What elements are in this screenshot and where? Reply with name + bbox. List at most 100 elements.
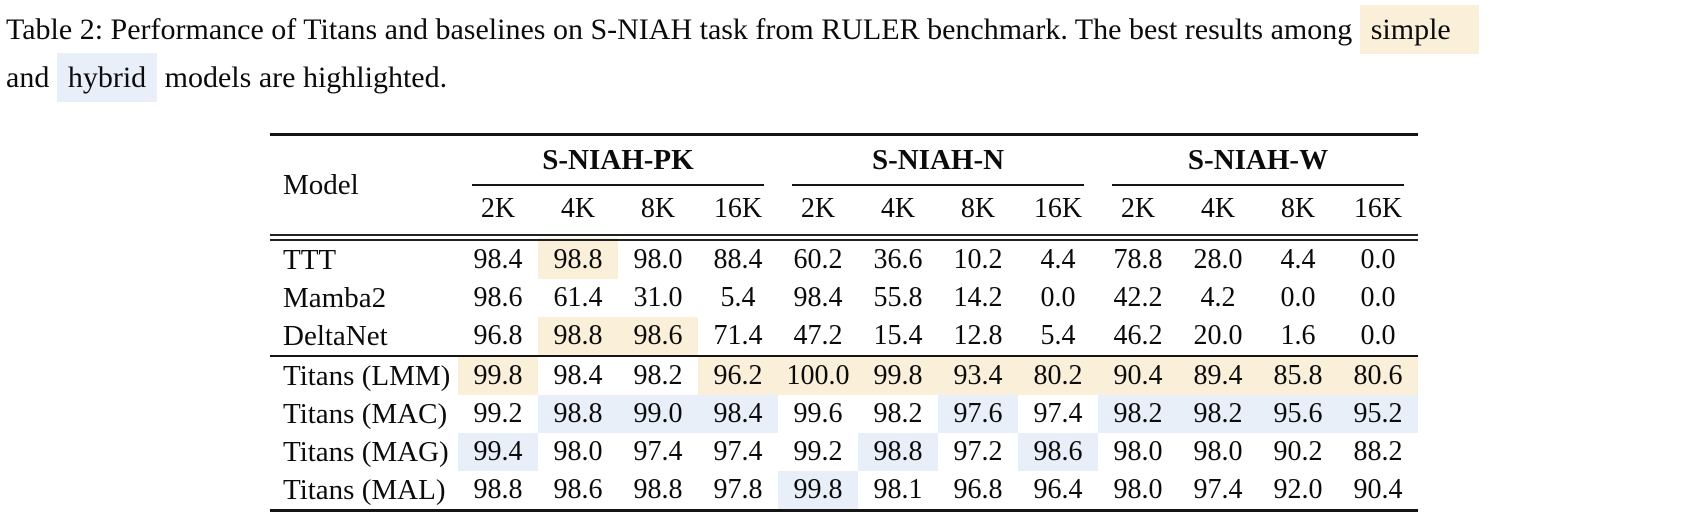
col-header-pk-2k: 2K — [480, 193, 516, 224]
value-cell: 47.2 — [793, 320, 843, 351]
value-cell: 98.4 — [473, 244, 523, 275]
value-cell: 98.4 — [793, 282, 843, 313]
value-cell: 98.1 — [873, 474, 923, 505]
model-column-header: Model — [283, 168, 359, 201]
col-header-pk-8k: 8K — [640, 193, 676, 224]
group-underline-w: S-NIAH-W — [1112, 136, 1404, 186]
value-cell: 98.0 — [1113, 474, 1163, 505]
value-cell: 88.4 — [713, 244, 763, 275]
value-cell: 4.4 — [1040, 244, 1076, 275]
value-cell: 100.0 — [778, 356, 858, 395]
value-cell: 98.0 — [1113, 436, 1163, 467]
hybrid-highlight-word: hybrid — [56, 53, 158, 102]
value-cell: 4.2 — [1200, 282, 1236, 313]
value-cell: 96.8 — [953, 474, 1003, 505]
value-cell: 99.2 — [473, 398, 523, 429]
model-cell: Mamba2 — [283, 281, 387, 314]
section-simple-baselines: TTT 98.4 98.8 98.0 88.4 60.2 36.6 10.2 4.4 78.8 28… — [270, 237, 1418, 356]
group-header-s-niah-n: S-NIAH-N — [778, 135, 1098, 186]
value-cell: 99.4 — [458, 433, 538, 471]
table-header: Model S-NIAH-PK S-NIAH-N S-NIAH-W 2K 4K … — [270, 135, 1418, 238]
group-label-s-niah-n: S-NIAH-N — [871, 144, 1005, 176]
value-cell: 55.8 — [873, 282, 923, 313]
caption-line-2: and hybrid models are highlighted. — [6, 53, 1682, 102]
value-cell: 96.2 — [698, 356, 778, 395]
value-cell: 99.6 — [793, 398, 843, 429]
value-cell: 31.0 — [633, 282, 683, 313]
value-cell: 98.8 — [633, 474, 683, 505]
value-cell: 98.0 — [1193, 436, 1243, 467]
value-cell: 60.2 — [793, 244, 843, 275]
group-label-s-niah-pk: S-NIAH-PK — [542, 144, 694, 176]
value-cell: 12.8 — [953, 320, 1003, 351]
value-cell: 90.2 — [1273, 436, 1323, 467]
value-cell: 96.4 — [1033, 474, 1083, 505]
col-header-w-8k: 8K — [1280, 193, 1316, 224]
value-cell: 93.4 — [938, 356, 1018, 395]
value-cell: 4.4 — [1280, 244, 1316, 275]
group-underline-pk: S-NIAH-PK — [472, 136, 764, 186]
caption-text-after: models are highlighted. — [164, 61, 448, 94]
value-cell: 97.2 — [953, 436, 1003, 467]
value-cell: 61.4 — [553, 282, 603, 313]
value-cell: 0.0 — [1360, 244, 1396, 275]
value-cell: 15.4 — [873, 320, 923, 351]
group-header-row: Model S-NIAH-PK S-NIAH-N S-NIAH-W — [270, 135, 1418, 201]
caption-text-between: and — [6, 61, 50, 94]
table-caption: Table 2: Performance of Titans and basel… — [6, 5, 1682, 102]
value-cell: 98.8 — [858, 433, 938, 471]
group-label-s-niah-w: S-NIAH-W — [1187, 144, 1329, 176]
group-header-s-niah-w: S-NIAH-W — [1098, 135, 1418, 186]
value-cell: 42.2 — [1113, 282, 1163, 313]
col-header-pk-16k: 16K — [713, 193, 763, 224]
value-cell: 98.6 — [473, 282, 523, 313]
value-cell: 5.4 — [720, 282, 756, 313]
value-cell: 98.8 — [538, 317, 618, 356]
value-cell: 95.6 — [1258, 395, 1338, 433]
model-cell: Titans (MAC) — [283, 397, 448, 430]
model-cell: TTT — [283, 243, 337, 276]
table-row: DeltaNet 96.8 98.8 98.6 71.4 47.2 15.4 12.8 5.4 4… — [270, 317, 1418, 356]
value-cell: 90.4 — [1353, 474, 1403, 505]
value-cell: 1.6 — [1280, 320, 1316, 351]
value-cell: 97.4 — [713, 436, 763, 467]
table-row: Titans (LMM) 99.8 98.4 98.2 96.2 100.0 99.8 93.… — [270, 356, 1418, 395]
value-cell: 98.0 — [553, 436, 603, 467]
value-cell: 98.8 — [538, 237, 618, 279]
value-cell: 28.0 — [1193, 244, 1243, 275]
col-header-pk-4k: 4K — [560, 193, 596, 224]
table-row: Titans (MAC) 99.2 98.8 99.0 98.4 99.6 98.2 97.6… — [270, 395, 1418, 433]
group-underline-n: S-NIAH-N — [792, 136, 1084, 186]
value-cell: 71.4 — [713, 320, 763, 351]
value-cell: 98.2 — [873, 398, 923, 429]
value-cell: 99.8 — [858, 356, 938, 395]
value-cell: 97.8 — [713, 474, 763, 505]
value-cell: 95.2 — [1338, 395, 1418, 433]
col-header-n-16k: 16K — [1033, 193, 1083, 224]
value-cell: 98.4 — [698, 395, 778, 433]
value-cell: 97.4 — [633, 436, 683, 467]
value-cell: 99.2 — [793, 436, 843, 467]
col-header-w-2k: 2K — [1120, 193, 1156, 224]
value-cell: 36.6 — [873, 244, 923, 275]
value-cell: 85.8 — [1258, 356, 1338, 395]
value-cell: 98.2 — [1178, 395, 1258, 433]
col-header-n-2k: 2K — [800, 193, 836, 224]
value-cell: 90.4 — [1098, 356, 1178, 395]
col-header-w-16k: 16K — [1353, 193, 1403, 224]
results-table: Model S-NIAH-PK S-NIAH-N S-NIAH-W 2K 4K … — [270, 133, 1418, 512]
value-cell: 5.4 — [1040, 320, 1076, 351]
col-header-w-4k: 4K — [1200, 193, 1236, 224]
context-length-header-row: 2K 4K 8K 16K 2K 4K 8K 16K 2K 4K 8K 16K — [270, 186, 1418, 238]
value-cell: 0.0 — [1360, 282, 1396, 313]
value-cell: 80.6 — [1338, 356, 1418, 395]
section-titans-models: Titans (LMM) 99.8 98.4 98.2 96.2 100.0 99.8 93.… — [270, 356, 1418, 511]
table-row: Titans (MAG) 99.4 98.0 97.4 97.4 99.2 98.8 97.2… — [270, 433, 1418, 471]
value-cell: 88.2 — [1353, 436, 1403, 467]
caption-line-1: Table 2: Performance of Titans and basel… — [6, 5, 1682, 54]
value-cell: 99.8 — [458, 356, 538, 395]
value-cell: 99.8 — [778, 471, 858, 511]
value-cell: 80.2 — [1018, 356, 1098, 395]
value-cell: 89.4 — [1178, 356, 1258, 395]
value-cell: 97.4 — [1033, 398, 1083, 429]
